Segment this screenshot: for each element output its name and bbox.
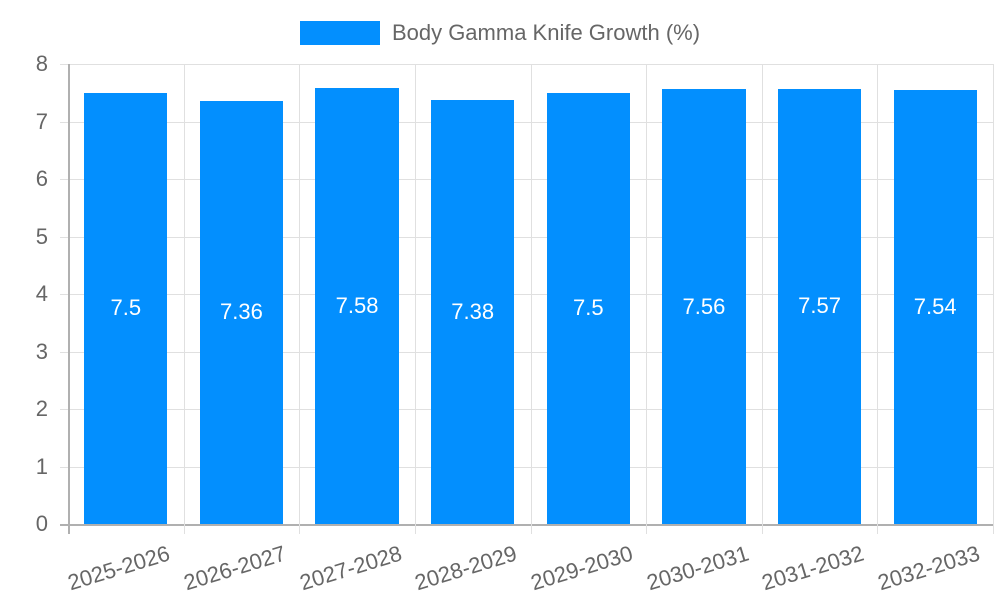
x-axis-tick-label: 2032-2033 bbox=[874, 540, 983, 596]
gridline-vertical bbox=[646, 64, 647, 534]
gridline-horizontal bbox=[60, 237, 993, 238]
bar-2032-2033[interactable] bbox=[893, 90, 977, 524]
bar-2026-2027[interactable] bbox=[199, 100, 284, 524]
gridline-horizontal bbox=[60, 122, 993, 123]
y-axis-tick-label: 1 bbox=[35, 453, 48, 479]
x-axis-tick-label: 2030-2031 bbox=[643, 540, 752, 596]
gridline-horizontal bbox=[60, 64, 993, 65]
bar-value-label: 7.36 bbox=[220, 299, 263, 325]
y-axis-tick-label: 5 bbox=[35, 223, 48, 249]
x-axis-tick-label: 2025-2026 bbox=[65, 540, 174, 596]
gridline-horizontal bbox=[60, 352, 993, 353]
bar-value-label: 7.54 bbox=[913, 294, 957, 320]
gridline-vertical bbox=[993, 64, 994, 534]
bar-2030-2031[interactable] bbox=[662, 89, 746, 524]
gridline-horizontal bbox=[60, 409, 993, 410]
bar-value-label: 7.58 bbox=[335, 293, 379, 319]
x-axis-tick-label: 2028-2029 bbox=[412, 540, 521, 596]
x-axis-tick-label: 2029-2030 bbox=[527, 540, 636, 596]
y-axis-tick-label: 8 bbox=[35, 51, 48, 76]
legend-swatch bbox=[299, 21, 380, 45]
y-axis-tick-label: 4 bbox=[35, 281, 48, 306]
gridline-vertical bbox=[415, 64, 416, 534]
y-axis-tick-label: 2 bbox=[35, 396, 48, 421]
y-axis-tick-label: 6 bbox=[35, 166, 48, 191]
gridline-vertical bbox=[184, 64, 185, 534]
bar-value-label: 7.56 bbox=[682, 293, 726, 319]
bar-2027-2028[interactable] bbox=[315, 88, 399, 524]
gridline-vertical bbox=[299, 64, 300, 534]
y-axis-tick-label: 0 bbox=[35, 511, 48, 536]
gridline-vertical bbox=[877, 64, 878, 534]
bar-value-label: 7.5 bbox=[110, 295, 142, 321]
chart-legend[interactable]: Body Gamma Knife Growth (%) bbox=[0, 19, 1000, 47]
bar-value-label: 7.5 bbox=[573, 295, 604, 321]
bar-2029-2030[interactable] bbox=[546, 92, 630, 524]
gridline-horizontal bbox=[60, 179, 993, 180]
y-axis-tick-label: 3 bbox=[35, 338, 48, 364]
x-axis-tick-label: 2027-2028 bbox=[296, 540, 405, 596]
x-axis-tick-label: 2026-2027 bbox=[180, 540, 289, 596]
gridline-horizontal bbox=[60, 524, 993, 526]
gridline-horizontal bbox=[60, 467, 993, 468]
legend-label: Body Gamma Knife Growth (%) bbox=[391, 20, 701, 45]
bar-value-label: 7.57 bbox=[798, 293, 841, 319]
gridline-vertical bbox=[762, 64, 763, 534]
x-axis-tick-label: 2031-2032 bbox=[758, 540, 867, 596]
bar-value-label: 7.38 bbox=[451, 298, 495, 324]
gridline-vertical bbox=[531, 64, 532, 534]
bar-2031-2032[interactable] bbox=[777, 88, 862, 524]
y-axis-line bbox=[68, 64, 70, 534]
bar-2025-2026[interactable] bbox=[84, 92, 168, 524]
gridline-horizontal bbox=[60, 294, 993, 295]
bar-2028-2029[interactable] bbox=[431, 99, 515, 524]
y-axis-tick-label: 7 bbox=[35, 108, 48, 134]
